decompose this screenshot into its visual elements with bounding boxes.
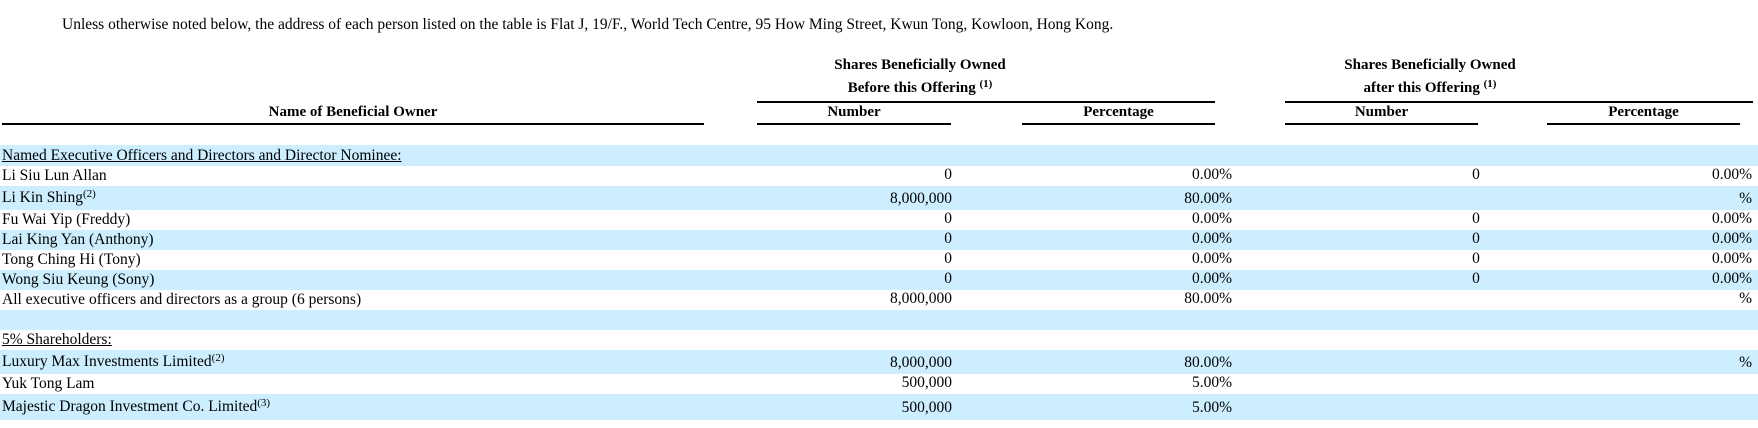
owner-name-text: Luxury Max Investments Limited: [2, 353, 212, 370]
owner-name: Lai King Yan (Anthony): [2, 230, 154, 249]
number-before: 0: [944, 166, 952, 183]
owner-name: Tong Ching Hi (Tony): [2, 250, 141, 269]
owner-name-text: Tong Ching Hi (Tony): [2, 251, 141, 268]
table-row: All executive officers and directors as …: [0, 290, 1758, 310]
owner-name-text: Lai King Yan (Anthony): [2, 231, 154, 248]
table-row: Fu Wai Yip (Freddy) 0 0.00% 0 0.00%: [0, 210, 1758, 230]
table-row: Wong Siu Keung (Sony) 0 0.00% 0 0.00%: [0, 270, 1758, 290]
table-row: Li Siu Lun Allan 0 0.00% 0 0.00%: [0, 166, 1758, 186]
owner-name-text: Wong Siu Keung (Sony): [2, 271, 155, 288]
column-rule-number-after: [1285, 123, 1478, 125]
intro-text: Unless otherwise noted below, the addres…: [62, 16, 1114, 33]
header-before-footnote: (1): [979, 78, 993, 90]
column-header-percentage-after: Percentage: [1608, 104, 1679, 120]
percentage-before: 80.00%: [1184, 290, 1232, 307]
owner-name: All executive officers and directors as …: [2, 290, 361, 309]
section-shareholders: 5% Shareholders:: [0, 330, 1758, 350]
percentage-before: 5.00%: [1191, 374, 1232, 391]
header-before-line2: Before this Offering (1): [760, 78, 1080, 97]
percentage-after: %: [1739, 290, 1752, 307]
percentage-before: 0.00%: [1191, 166, 1232, 183]
percentage-before: 80.00%: [1184, 190, 1232, 207]
column-header-percentage-before: Percentage: [1083, 104, 1154, 120]
owner-name: Li Siu Lun Allan: [2, 166, 107, 185]
number-before: 8,000,000: [890, 290, 952, 307]
number-before: 0: [944, 230, 952, 247]
column-rule-number-before: [757, 123, 951, 125]
owner-name: Li Kin Shing(2): [2, 188, 96, 207]
percentage-after: %: [1739, 354, 1752, 371]
column-rule-percentage-after: [1547, 123, 1740, 125]
header-before-text: Before this Offering: [847, 80, 976, 96]
owner-name: Luxury Max Investments Limited(2): [2, 352, 224, 371]
percentage-after: 0.00%: [1711, 166, 1752, 183]
column-header-number-before: Number: [827, 104, 881, 120]
header-after-text: after this Offering: [1363, 80, 1480, 96]
table-row: Li Kin Shing(2) 8,000,000 80.00% %: [0, 186, 1758, 210]
owner-name-text: Li Siu Lun Allan: [2, 167, 107, 184]
column-header-number-after: Number: [1354, 104, 1409, 120]
column-rule-percentage-before: [1022, 123, 1215, 125]
section-officers: Named Executive Officers and Directors a…: [0, 145, 1758, 166]
owner-footnote: (3): [257, 397, 271, 409]
number-before: 500,000: [901, 374, 952, 391]
header-after-line1: Shares Beneficially Owned: [1344, 57, 1516, 73]
section-title-officers: Named Executive Officers and Directors a…: [2, 147, 402, 164]
owner-name: Majestic Dragon Investment Co. Limited(3…: [2, 397, 270, 416]
header-after-footnote: (1): [1483, 78, 1497, 90]
number-before: 0: [944, 270, 952, 287]
header-after-rule: [1285, 101, 1753, 103]
percentage-after: 0.00%: [1711, 210, 1752, 227]
percentage-after: 0.00%: [1711, 250, 1752, 267]
number-before: 0: [944, 250, 952, 267]
percentage-before: 0.00%: [1191, 210, 1232, 227]
owner-name-text: All executive officers and directors as …: [2, 291, 362, 308]
spacer-row: [0, 310, 1758, 330]
owner-name: Fu Wai Yip (Freddy): [2, 210, 130, 229]
header-before-rule: [757, 101, 1215, 103]
number-before: 500,000: [901, 399, 952, 416]
owner-name-text: Li Kin Shing: [2, 189, 83, 206]
table-row: Yuk Tong Lam 500,000 5.00%: [0, 374, 1758, 394]
table-row: Majestic Dragon Investment Co. Limited(3…: [0, 394, 1758, 420]
table-row: Luxury Max Investments Limited(2) 8,000,…: [0, 350, 1758, 374]
number-after: 0: [1472, 210, 1480, 227]
percentage-before: 5.00%: [1191, 399, 1232, 416]
percentage-after: 0.00%: [1711, 270, 1752, 287]
number-before: 8,000,000: [890, 354, 952, 371]
percentage-before: 0.00%: [1191, 230, 1232, 247]
percentage-before: 0.00%: [1191, 270, 1232, 287]
table-row: Lai King Yan (Anthony) 0 0.00% 0 0.00%: [0, 230, 1758, 250]
column-header-name: Name of Beneficial Owner: [268, 104, 438, 120]
table-row: Tong Ching Hi (Tony) 0 0.00% 0 0.00%: [0, 250, 1758, 270]
number-after: 0: [1472, 166, 1480, 183]
number-before: 0: [944, 210, 952, 227]
percentage-before: 80.00%: [1184, 354, 1232, 371]
header-before-line1: Shares Beneficially Owned: [834, 57, 1006, 73]
owner-footnote: (2): [211, 352, 225, 364]
percentage-after: 0.00%: [1711, 230, 1752, 247]
header-after-line2: after this Offering (1): [1270, 78, 1590, 97]
owner-name-text: Yuk Tong Lam: [2, 375, 95, 392]
number-after: 0: [1472, 270, 1480, 287]
section-title-shareholders: 5% Shareholders:: [2, 331, 112, 348]
owner-name: Yuk Tong Lam: [2, 374, 95, 393]
number-after: 0: [1472, 250, 1480, 267]
owner-name: Wong Siu Keung (Sony): [2, 270, 154, 289]
number-before: 8,000,000: [890, 190, 952, 207]
percentage-after: %: [1739, 190, 1752, 207]
owner-footnote: (2): [82, 188, 96, 200]
percentage-before: 0.00%: [1191, 250, 1232, 267]
number-after: 0: [1472, 230, 1480, 247]
owner-name-text: Majestic Dragon Investment Co. Limited: [2, 398, 258, 415]
owner-name-text: Fu Wai Yip (Freddy): [2, 211, 131, 228]
column-rule-name: [2, 123, 704, 125]
